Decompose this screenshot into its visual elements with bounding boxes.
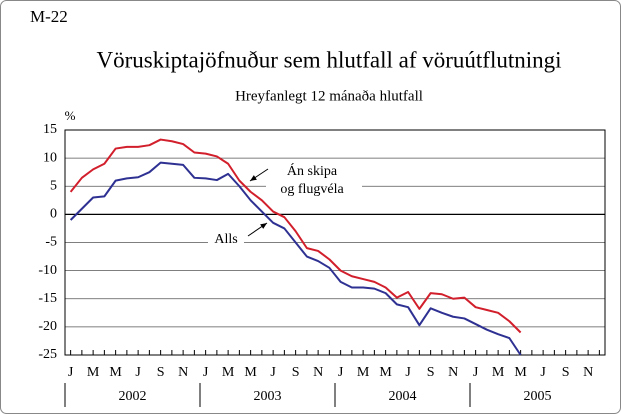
x-tick-label: S: [292, 365, 300, 380]
year-label: 2003: [254, 389, 282, 404]
x-tick-label: M: [492, 365, 505, 380]
y-tick-label: 10: [43, 150, 57, 165]
x-tick-label: M: [222, 365, 235, 380]
y-tick-label: 5: [50, 178, 57, 193]
y-tick-label: -5: [45, 235, 57, 250]
y-tick-label: -10: [38, 263, 57, 278]
series-line: [69, 138, 522, 334]
y-tick-label: 0: [50, 207, 57, 222]
x-tick-label: M: [379, 365, 392, 380]
x-tick-label: N: [448, 365, 458, 380]
annotation-bg: [266, 162, 362, 200]
x-tick-label: M: [244, 365, 257, 380]
chart-label: M-22: [30, 7, 68, 26]
y-tick-label: -25: [38, 347, 57, 362]
year-label: 2002: [119, 389, 147, 404]
year-label: 2005: [524, 389, 552, 404]
x-tick-label: S: [562, 365, 570, 380]
x-tick-label: J: [203, 365, 209, 380]
x-tick-label: J: [135, 365, 141, 380]
annotation: og flugvéla: [280, 182, 344, 197]
arrow-head: [250, 175, 257, 181]
annotation-bg: [208, 231, 244, 249]
x-tick-label: N: [313, 365, 323, 380]
y-tick-label: -20: [38, 319, 57, 334]
x-tick-label: S: [157, 365, 165, 380]
x-tick-label: M: [514, 365, 527, 380]
x-tick-label: J: [338, 365, 344, 380]
year-label: 2004: [389, 389, 417, 404]
y-tick-label: 15: [43, 122, 57, 137]
y-tick-label: -15: [38, 291, 57, 306]
plot-border: [64, 129, 606, 356]
x-tick-label: N: [178, 365, 188, 380]
x-tick-label: N: [583, 365, 593, 380]
x-tick-label: J: [270, 365, 276, 380]
x-tick-label: S: [427, 365, 435, 380]
annotation: Án skipa: [287, 162, 338, 179]
x-tick-label: M: [87, 365, 100, 380]
chart-title: Vöruskiptajöfnuður sem hlutfall af vöruú…: [96, 47, 561, 72]
x-tick-label: J: [473, 365, 479, 380]
arrow-head: [260, 223, 267, 229]
chart-subtitle: Hreyfanlegt 12 mánaða hlutfall: [235, 88, 423, 104]
series-line: [69, 161, 522, 356]
x-tick-label: M: [109, 365, 122, 380]
annotation: Alls: [214, 232, 237, 247]
x-tick-label: J: [68, 365, 74, 380]
x-tick-label: M: [357, 365, 370, 380]
y-axis-label: %: [65, 108, 76, 123]
x-tick-label: J: [540, 365, 546, 380]
x-tick-label: J: [405, 365, 411, 380]
